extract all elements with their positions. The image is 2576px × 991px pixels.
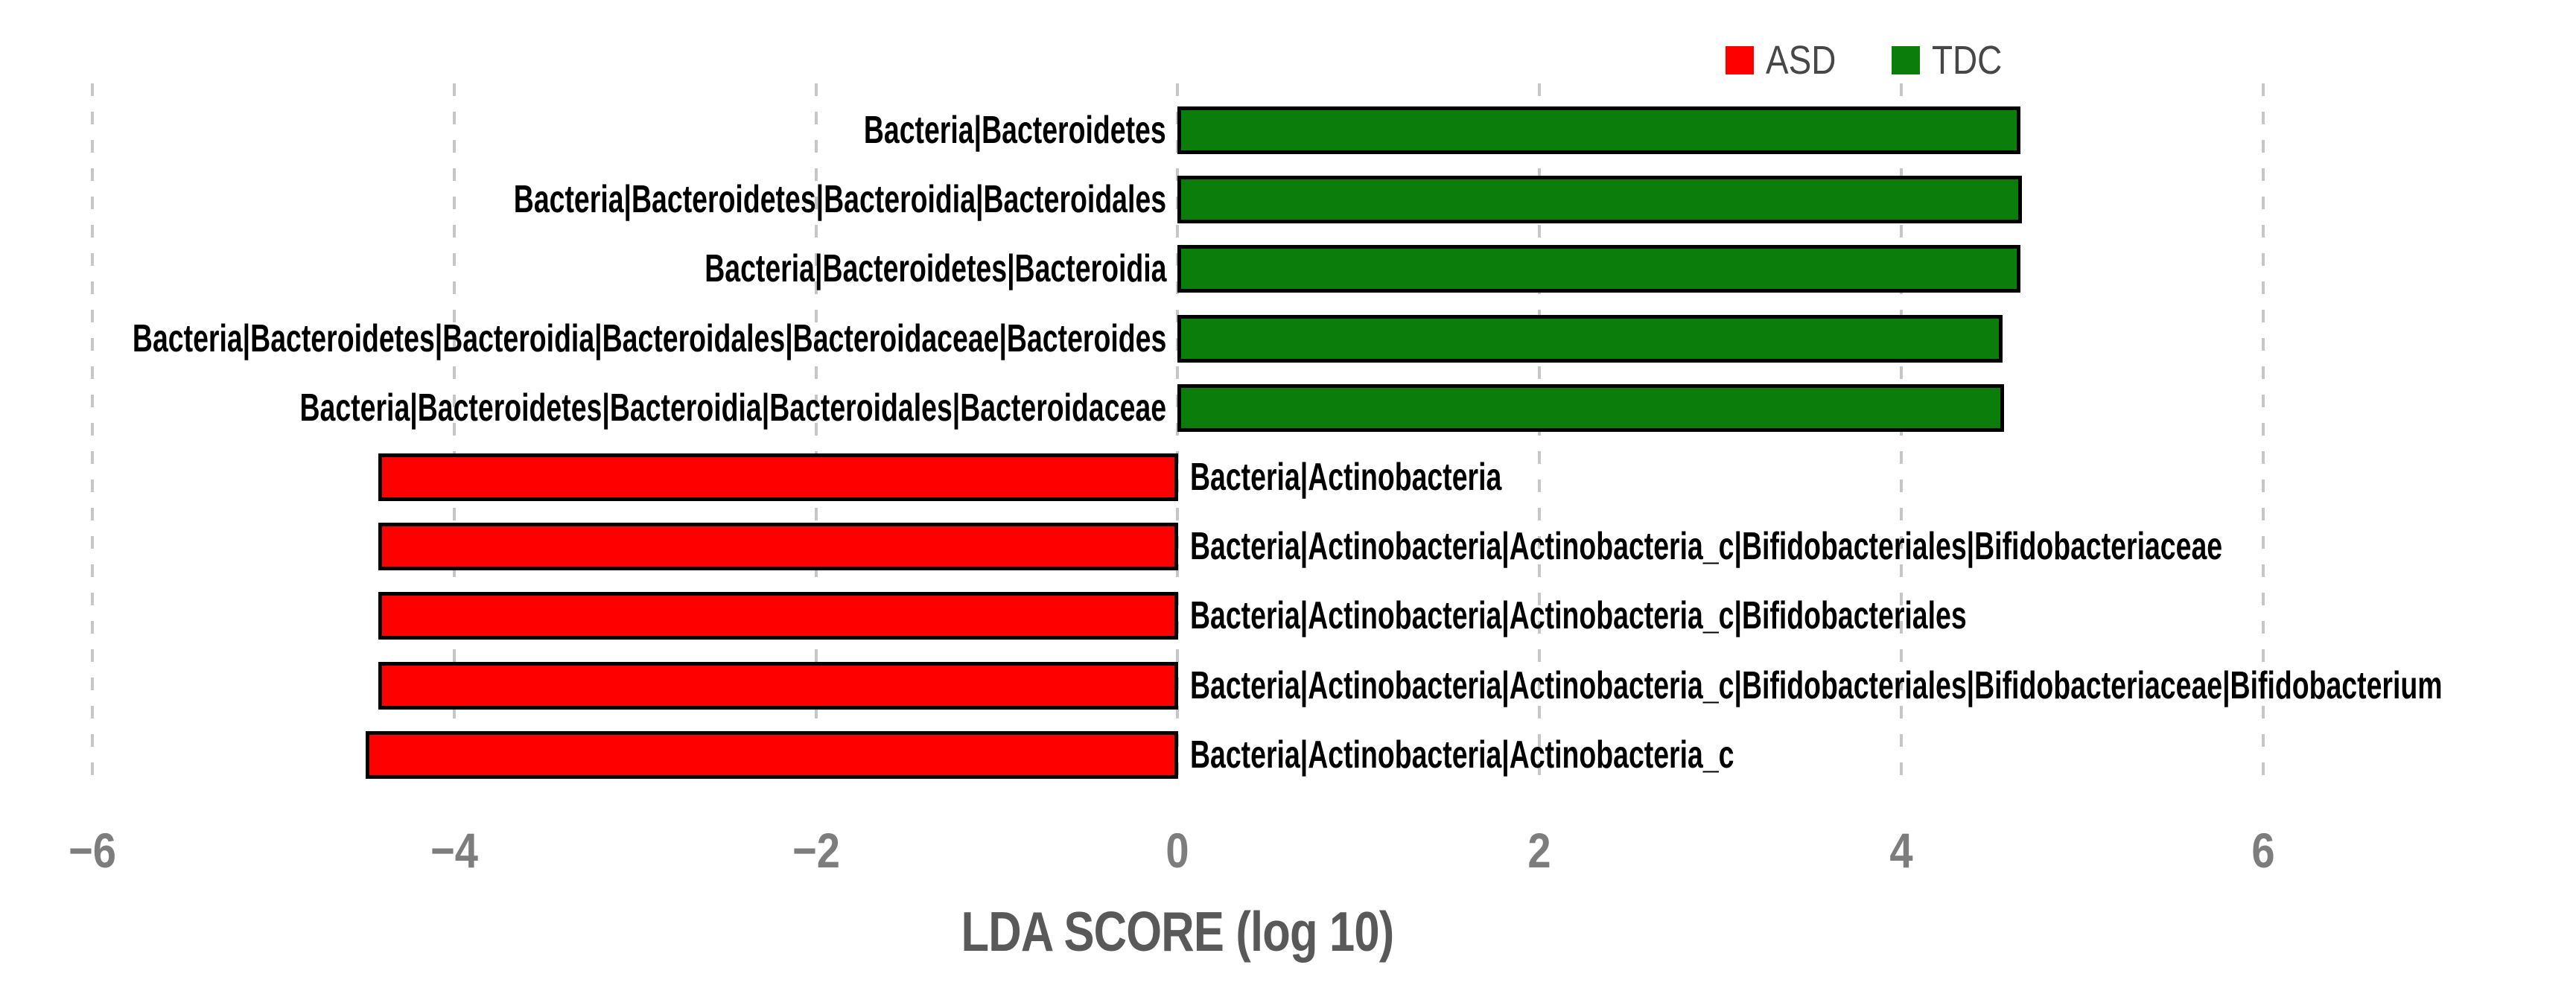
- gridline-x-6: [2262, 83, 2265, 788]
- legend-label-tdc: TDC: [1932, 38, 2003, 83]
- taxon-bar: [378, 453, 1178, 501]
- gridline-x-4: [1900, 83, 1903, 788]
- taxon-bar: [378, 592, 1178, 640]
- taxon-bar: [1177, 315, 2003, 363]
- x-tick-label: 2: [1527, 823, 1551, 878]
- taxon-bar: [1177, 176, 2022, 223]
- taxon-label: Bacteria|Bacteroidetes: [864, 109, 1166, 152]
- taxon-bar: [1177, 245, 2020, 293]
- taxon-bar: [378, 523, 1178, 570]
- gridline-x-−2: [815, 83, 818, 788]
- gridline-x-0: [1176, 83, 1179, 788]
- x-tick-label: −4: [430, 823, 478, 878]
- legend-item-tdc: TDC: [1892, 37, 2014, 83]
- x-tick-label: −2: [792, 823, 840, 878]
- legend: ASD TDC: [1726, 37, 2058, 83]
- taxon-bar: [366, 731, 1178, 779]
- taxon-label: Bacteria|Actinobacteria|Actinobacteria_c…: [1190, 664, 2443, 707]
- x-tick-label: 4: [1889, 823, 1913, 878]
- taxon-bar: [378, 662, 1178, 710]
- legend-label-asd: ASD: [1766, 38, 1836, 83]
- gridline-x-2: [1538, 83, 1541, 788]
- taxon-label: Bacteria|Bacteroidetes|Bacteroidia: [704, 247, 1166, 290]
- legend-swatch-tdc: [1892, 46, 1921, 74]
- taxon-label: Bacteria|Actinobacteria: [1190, 456, 1502, 499]
- gridline-x-−4: [453, 83, 456, 788]
- taxon-label: Bacteria|Bacteroidetes|Bacteroidia|Bacte…: [513, 178, 1166, 221]
- gridline-x-−6: [91, 83, 94, 788]
- legend-swatch-asd: [1726, 46, 1754, 74]
- x-axis-title: LDA SCORE (log 10): [961, 900, 1395, 963]
- x-tick-label: 0: [1165, 823, 1189, 878]
- taxon-label: Bacteria|Actinobacteria|Actinobacteria_c…: [1190, 594, 1967, 637]
- taxon-label: Bacteria|Bacteroidetes|Bacteroidia|Bacte…: [299, 386, 1166, 430]
- x-tick-label: −6: [69, 823, 116, 878]
- taxon-label: Bacteria|Actinobacteria|Actinobacteria_c: [1190, 733, 1734, 777]
- taxon-label: Bacteria|Actinobacteria|Actinobacteria_c…: [1190, 525, 2223, 568]
- x-tick-label: 6: [2251, 823, 2275, 878]
- taxon-bar: [1177, 384, 2004, 432]
- taxon-label: Bacteria|Bacteroidetes|Bacteroidia|Bacte…: [132, 317, 1166, 360]
- taxon-bar: [1177, 106, 2020, 154]
- legend-item-asd: ASD: [1726, 37, 1848, 83]
